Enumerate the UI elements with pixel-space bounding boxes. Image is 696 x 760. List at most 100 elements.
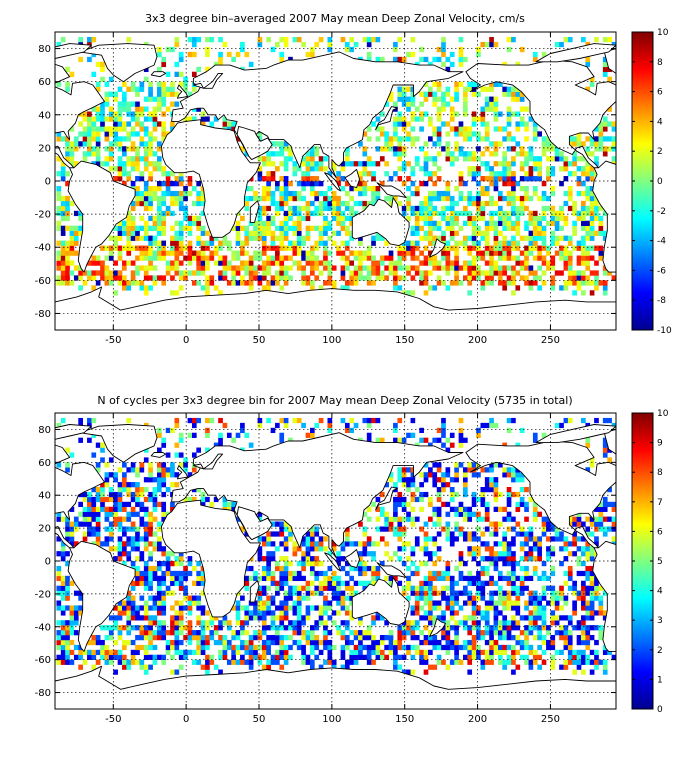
bin-cell bbox=[257, 422, 263, 429]
bin-cell bbox=[257, 615, 263, 621]
bin-cell bbox=[279, 225, 285, 231]
bin-cell bbox=[602, 151, 608, 157]
bin-cell bbox=[449, 260, 455, 266]
bin-cell bbox=[401, 96, 407, 102]
bin-cell bbox=[489, 639, 494, 646]
bin-cell bbox=[454, 590, 459, 596]
bin-cell bbox=[117, 176, 123, 182]
bin-cell bbox=[393, 437, 398, 443]
bin-cell bbox=[310, 200, 315, 207]
bin-cell bbox=[130, 536, 136, 542]
bin-cell bbox=[554, 600, 560, 606]
bin-cell bbox=[349, 250, 355, 256]
bin-cell bbox=[69, 230, 75, 236]
bin-cell bbox=[222, 275, 228, 281]
bin-cell bbox=[423, 536, 429, 542]
bin-cell bbox=[589, 171, 595, 177]
bin-cell bbox=[78, 491, 83, 498]
bin-cell bbox=[419, 630, 424, 636]
bin-cell bbox=[139, 285, 145, 291]
bin-cell bbox=[95, 491, 101, 498]
bin-cell bbox=[301, 575, 306, 582]
bin-cell bbox=[454, 280, 459, 286]
bin-cell bbox=[196, 580, 202, 586]
bin-cell bbox=[375, 185, 381, 192]
bin-cell bbox=[205, 240, 210, 246]
bin-cell bbox=[318, 156, 324, 162]
bin-cell bbox=[323, 625, 328, 631]
bin-cell bbox=[73, 141, 79, 147]
bin-cell bbox=[292, 600, 298, 606]
bin-cell bbox=[546, 171, 551, 177]
bin-cell bbox=[524, 600, 529, 606]
bin-cell bbox=[253, 630, 258, 636]
bin-cell bbox=[484, 501, 490, 508]
bin-cell bbox=[476, 46, 481, 53]
bin-cell bbox=[87, 511, 92, 517]
bin-cell bbox=[69, 270, 75, 276]
bin-cell bbox=[441, 477, 446, 483]
bin-cell bbox=[519, 590, 525, 596]
bin-cell bbox=[191, 71, 197, 77]
bin-cell bbox=[432, 639, 438, 646]
bin-cell bbox=[191, 81, 197, 87]
bin-cell bbox=[423, 200, 429, 207]
bin-cell bbox=[546, 551, 551, 557]
bin-cell bbox=[519, 96, 525, 102]
bin-cell bbox=[139, 111, 145, 117]
bin-cell bbox=[489, 644, 494, 651]
bin-cell bbox=[56, 136, 62, 142]
bin-cell bbox=[362, 250, 368, 256]
bin-cell bbox=[296, 561, 302, 567]
bin-cell bbox=[476, 496, 481, 503]
bin-cell bbox=[515, 491, 521, 498]
bin-cell bbox=[388, 250, 394, 256]
bin-cell bbox=[384, 136, 389, 142]
bin-cell bbox=[397, 285, 403, 291]
bin-cell bbox=[454, 630, 459, 636]
bin-cell bbox=[183, 76, 188, 82]
bin-cell bbox=[95, 136, 101, 142]
bin-cell bbox=[541, 260, 547, 266]
bin-cell bbox=[463, 181, 468, 187]
bin-cell bbox=[581, 669, 586, 675]
bin-cell bbox=[231, 644, 236, 651]
bin-cell bbox=[69, 526, 75, 532]
bin-cell bbox=[231, 225, 236, 231]
bin-cell bbox=[143, 200, 149, 207]
bin-cell bbox=[497, 556, 503, 562]
bin-cell bbox=[476, 427, 481, 434]
bin-cell bbox=[240, 245, 245, 251]
bin-cell bbox=[524, 171, 529, 177]
bin-cell bbox=[401, 531, 407, 537]
bin-cell bbox=[148, 635, 153, 641]
bin-cell bbox=[506, 541, 512, 547]
bin-cell bbox=[240, 265, 245, 271]
bin-cell bbox=[209, 501, 215, 508]
bin-cell bbox=[602, 270, 608, 276]
bin-cell bbox=[301, 635, 306, 641]
bin-cell bbox=[143, 477, 149, 483]
bin-cell bbox=[191, 422, 197, 429]
bin-cell bbox=[428, 585, 433, 591]
bin-cell bbox=[301, 205, 306, 212]
bin-cell bbox=[218, 36, 223, 43]
bin-cell bbox=[375, 146, 381, 152]
bin-cell bbox=[65, 205, 70, 212]
bin-cell bbox=[113, 477, 118, 483]
bin-cell bbox=[458, 590, 464, 596]
bin-cell bbox=[257, 210, 263, 217]
bin-cell bbox=[567, 235, 573, 241]
bin-cell bbox=[283, 235, 289, 241]
bin-cell bbox=[78, 56, 83, 63]
bin-cell bbox=[511, 565, 516, 572]
bin-cell bbox=[419, 427, 424, 434]
bin-cell bbox=[113, 121, 118, 127]
bin-cell bbox=[310, 285, 315, 291]
bin-cell bbox=[567, 265, 573, 271]
bin-cell bbox=[279, 260, 285, 266]
bin-cell bbox=[493, 580, 499, 586]
bin-cell bbox=[336, 215, 341, 222]
bin-cell bbox=[493, 230, 499, 236]
bin-cell bbox=[454, 600, 459, 606]
